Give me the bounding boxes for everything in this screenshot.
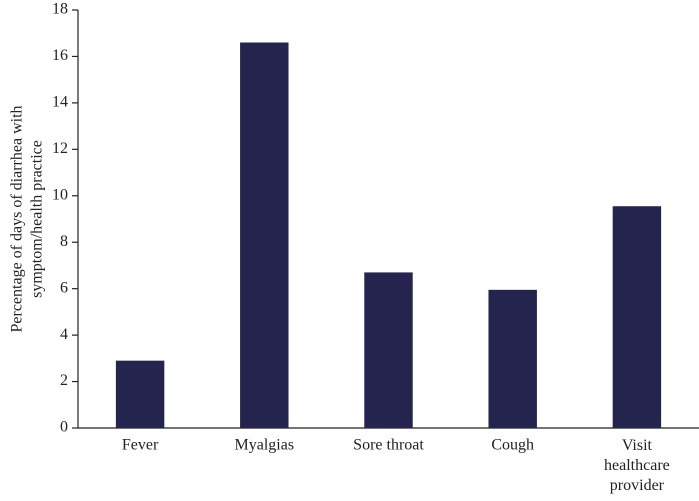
y-tick-label: 4: [60, 326, 68, 343]
y-tick-label: 16: [52, 47, 68, 64]
bar: [488, 289, 537, 428]
y-tick-label: 6: [60, 279, 68, 296]
y-tick-label: 18: [52, 1, 68, 18]
y-tick-label: 14: [52, 94, 68, 111]
x-tick-label: Fever: [122, 437, 159, 454]
x-tick-label: Sore throat: [353, 437, 424, 454]
x-tick-label: Myalgias: [235, 437, 295, 454]
x-tick-label: Visit healthcare provider: [604, 437, 670, 494]
bar: [115, 360, 165, 428]
y-tick-label: 8: [60, 233, 68, 250]
bar: [364, 272, 413, 428]
y-tick-label: 10: [52, 186, 68, 203]
y-tick-label: 2: [60, 372, 68, 389]
y-tick-label: 12: [52, 140, 68, 157]
y-axis-title: Percentage of days of diarrhea with symp…: [9, 105, 46, 332]
x-tick-label: Cough: [491, 437, 534, 454]
bar: [240, 42, 289, 429]
bar: [612, 206, 662, 428]
y-tick-label: 0: [60, 419, 68, 436]
y-axis-title-line: symptom/health practice: [29, 140, 46, 298]
y-axis-title-line: Percentage of days of diarrhea with: [9, 105, 26, 332]
